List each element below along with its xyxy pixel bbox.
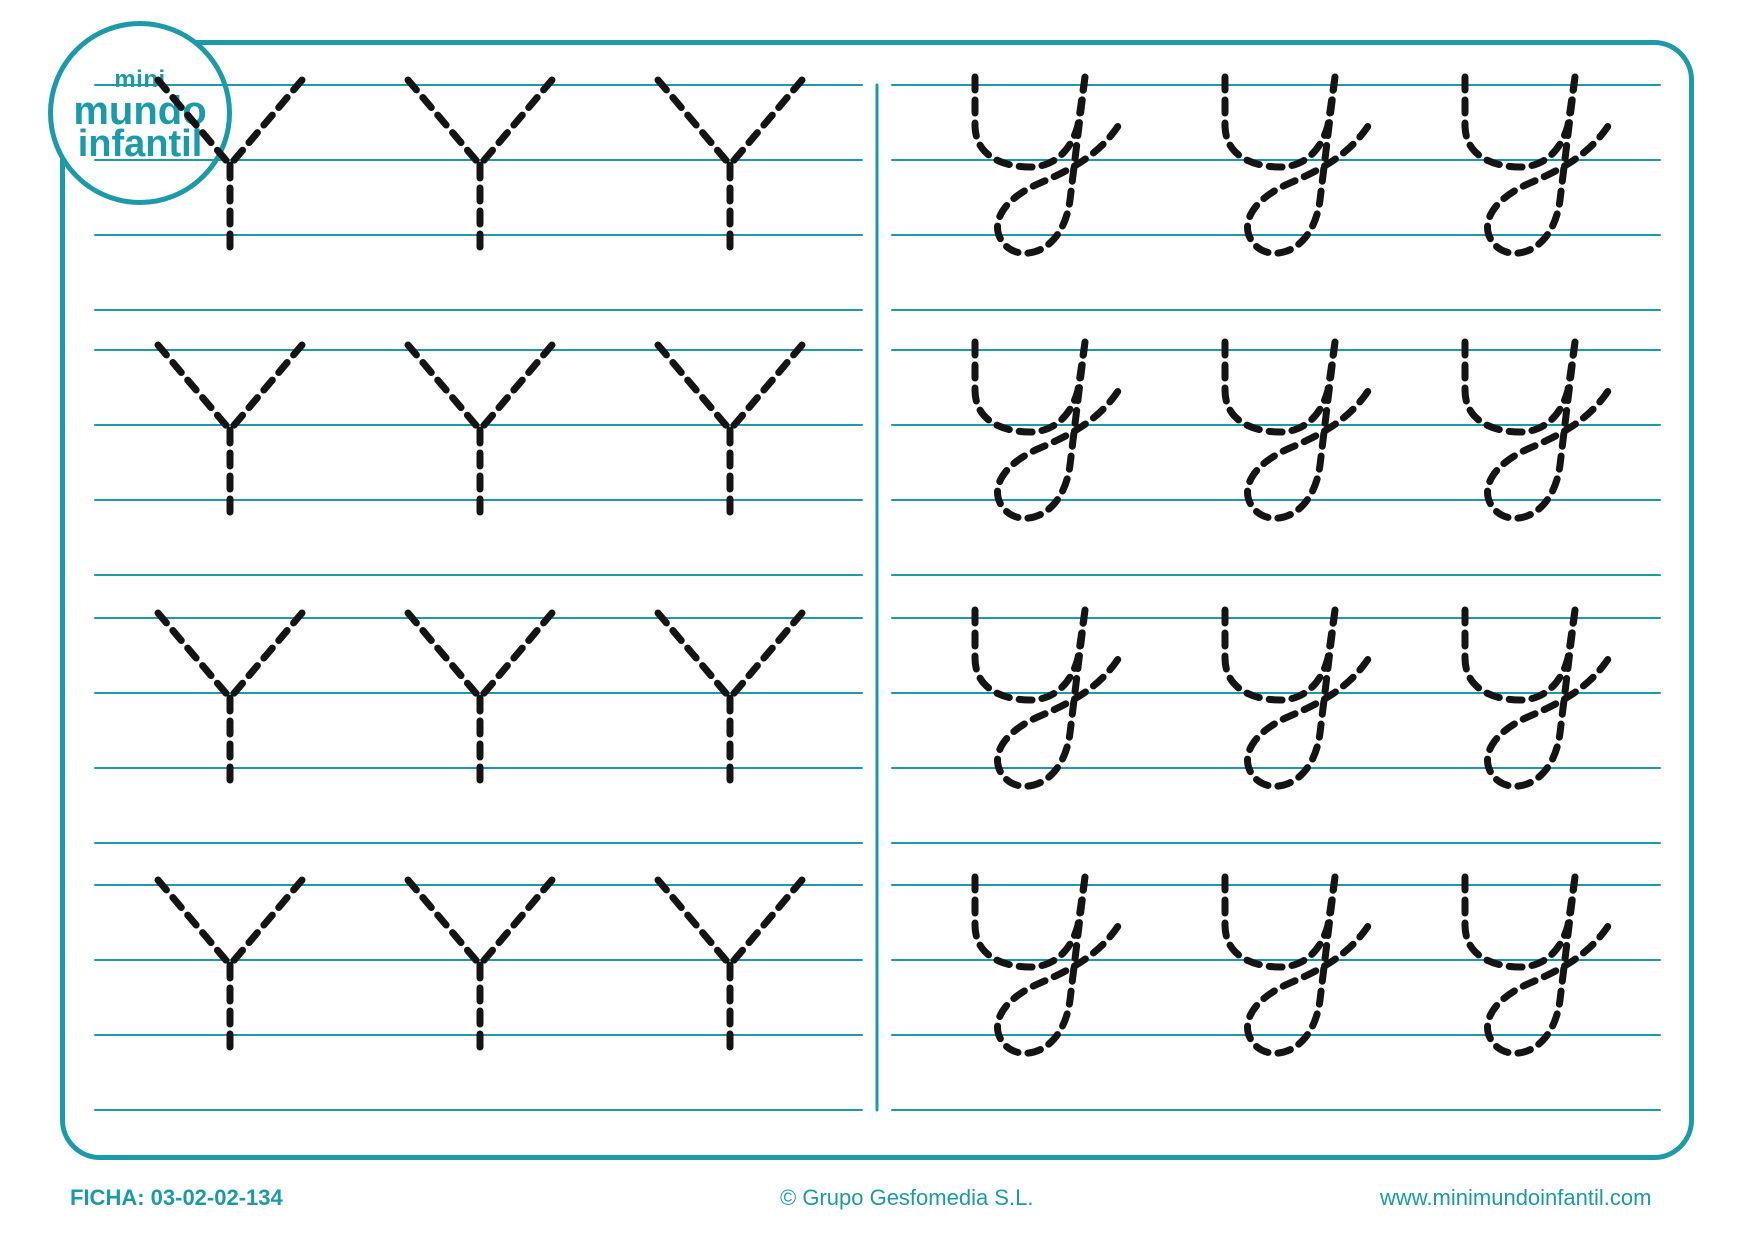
trace-letter-lowercase-y <box>1225 77 1370 253</box>
trace-letter-lowercase-y <box>1225 342 1370 518</box>
trace-letter-uppercase-y <box>408 613 552 783</box>
trace-letter-uppercase-y <box>408 345 552 515</box>
trace-letter-lowercase-y <box>1465 77 1610 253</box>
trace-letter-lowercase-y <box>1465 342 1610 518</box>
trace-letter-uppercase-y <box>658 345 802 515</box>
trace-letter-lowercase-y <box>975 610 1120 786</box>
website-url: www.minimundoinfantil.com <box>1380 1185 1651 1211</box>
trace-letter-uppercase-y <box>408 80 552 250</box>
trace-letter-uppercase-y <box>408 880 552 1050</box>
copyright-text: © Grupo Gesfomedia S.L. <box>780 1185 1033 1211</box>
trace-letter-lowercase-y <box>1465 877 1610 1053</box>
trace-letter-uppercase-y <box>658 880 802 1050</box>
trace-letter-lowercase-y <box>975 877 1120 1053</box>
trace-letter-uppercase-y <box>658 613 802 783</box>
trace-letter-lowercase-y <box>975 342 1120 518</box>
trace-letter-lowercase-y <box>1225 877 1370 1053</box>
trace-letter-uppercase-y <box>658 80 802 250</box>
trace-letter-lowercase-y <box>1225 610 1370 786</box>
trace-letter-uppercase-y <box>158 345 302 515</box>
trace-letter-uppercase-y <box>158 80 302 250</box>
ficha-code: FICHA: 03-02-02-134 <box>70 1185 283 1211</box>
worksheet-canvas <box>0 0 1754 1240</box>
trace-letter-uppercase-y <box>158 880 302 1050</box>
trace-letter-lowercase-y <box>1465 610 1610 786</box>
trace-letter-uppercase-y <box>158 613 302 783</box>
trace-letter-lowercase-y <box>975 77 1120 253</box>
